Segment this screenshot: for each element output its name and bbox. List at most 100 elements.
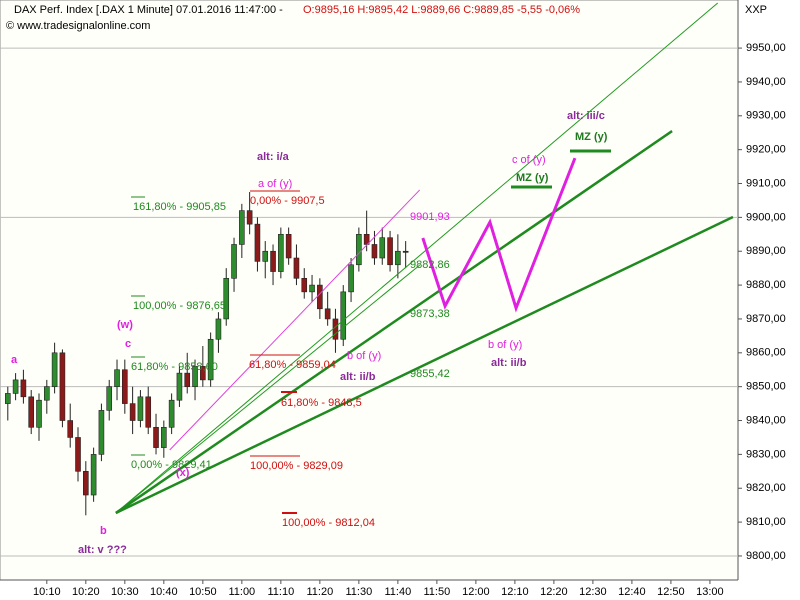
axis-label: XXP (745, 4, 767, 16)
trend-line (115, 215, 734, 515)
annotation: 9901,93 (410, 211, 450, 223)
candle-body (332, 318, 339, 340)
candle-body (51, 352, 58, 387)
y-tick-label: 9840,00 (746, 414, 786, 426)
candle-body (44, 386, 50, 401)
candle-body (379, 237, 386, 259)
annotation: MZ (y) (516, 172, 549, 184)
y-tick-label: 9810,00 (746, 516, 786, 528)
candle-body (106, 386, 113, 411)
x-tick-label: 10:30 (111, 586, 139, 598)
annotation: c of (y) (512, 154, 546, 166)
y-tick-label: 9890,00 (746, 245, 786, 257)
x-tick-label: 11:30 (345, 586, 372, 598)
annotation: a (11, 354, 18, 366)
trend-line (421, 157, 577, 313)
candle-body (83, 471, 89, 496)
candle-body (200, 366, 206, 381)
candle-body (129, 403, 136, 421)
y-tick-label: 9910,00 (746, 177, 786, 189)
candle-body (36, 399, 42, 428)
y-tick-label: 9920,00 (746, 144, 786, 156)
y-tick-label: 9880,00 (746, 279, 786, 291)
annotation: 0,00% - 9829,41 (131, 459, 212, 471)
x-tick-label: 12:20 (540, 586, 568, 598)
x-tick-label: 10:20 (72, 586, 100, 598)
candle-body (239, 210, 245, 245)
x-tick-label: 10:50 (189, 586, 217, 598)
candle-body (402, 250, 409, 253)
annotation: b (100, 525, 107, 537)
candle-body (207, 338, 214, 381)
y-tick-label: 9950,00 (746, 42, 786, 54)
x-tick-label: 13:00 (696, 586, 724, 598)
x-tick-label: 10:10 (33, 586, 61, 598)
x-tick-label: 11:40 (385, 586, 412, 598)
candle-body (59, 352, 66, 421)
candle-body (28, 396, 35, 428)
annotation: (x) (176, 467, 190, 479)
y-tick-label: 9870,00 (746, 313, 786, 325)
candle-body (246, 210, 253, 225)
x-tick-label: 12:40 (618, 586, 646, 598)
annotation: alt: ii/b (491, 357, 527, 369)
trend-line (115, 2, 719, 514)
y-tick-label: 9860,00 (746, 347, 786, 359)
marks (5, 2, 734, 516)
annotation: MZ (y) (575, 131, 608, 143)
candle-body (215, 318, 222, 340)
x-tick-label: 10:40 (150, 586, 178, 598)
candle-body (309, 284, 315, 293)
candle-body (192, 366, 198, 387)
annotation: b of (y) (488, 339, 522, 351)
candle-body (67, 420, 74, 438)
y-tick-label: 9940,00 (746, 76, 786, 88)
candle-body (20, 379, 27, 398)
y-tick-label: 9850,00 (746, 381, 786, 393)
x-tick-label: 11:20 (306, 586, 333, 598)
candle-body (371, 244, 378, 259)
annotation: 9855,42 (410, 368, 450, 380)
candle-body (5, 393, 11, 404)
candle-body (223, 278, 230, 320)
plot-area (0, 0, 739, 581)
labels: 161,80% - 9905,85 100,00% - 9876,65 61,80%… (11, 110, 608, 556)
x-tick-label: 12:50 (657, 586, 685, 598)
annotation: 100,00% - 9876,65 (133, 300, 226, 312)
candle-body (262, 250, 269, 262)
y-axis-area (738, 0, 800, 600)
x-tick-label: 12:10 (501, 586, 529, 598)
annotation: (w) (117, 319, 133, 331)
trend-line (115, 130, 673, 514)
annotation: 61,80% - 9859,04 (249, 359, 336, 371)
y-tick-label: 9830,00 (746, 448, 786, 460)
candle-body (301, 278, 308, 293)
candle-body (324, 308, 331, 320)
annotation: 161,80% - 9905,85 (133, 201, 226, 213)
annotation: c (125, 338, 131, 350)
chart-title: DAX Perf. Index [.DAX 1 Minute] 07.01.20… (14, 4, 283, 16)
annotation: 61,80% - 9858,60 (131, 361, 218, 373)
candle-body (387, 237, 393, 266)
trend-line (115, 264, 421, 514)
candle-body (317, 284, 323, 310)
annotation: b of (y) (347, 350, 381, 362)
annotation: alt: i/a (257, 151, 290, 163)
candle-body (176, 372, 183, 401)
candle-body (340, 291, 347, 340)
annotation: 61,80% - 9848,5 (281, 397, 362, 409)
annotation: a of (y) (258, 178, 292, 190)
quote: O:9895,16 H:9895,42 L:9889,66 C:9889,85 … (303, 4, 580, 16)
candle-body (278, 234, 284, 272)
annotation: 100,00% - 9812,04 (282, 517, 375, 529)
candle-body (270, 250, 276, 272)
annotation: 0,00% - 9907,5 (250, 195, 325, 207)
candle-body (114, 369, 120, 387)
candle-body (145, 396, 152, 428)
x-tick-label: 11:50 (424, 586, 451, 598)
y-tick-label: 9900,00 (746, 211, 786, 223)
candle-body (90, 454, 97, 496)
annotation: alt: v ??? (78, 544, 127, 556)
x-tick-label: 12:30 (579, 586, 607, 598)
candle-body (75, 437, 81, 472)
